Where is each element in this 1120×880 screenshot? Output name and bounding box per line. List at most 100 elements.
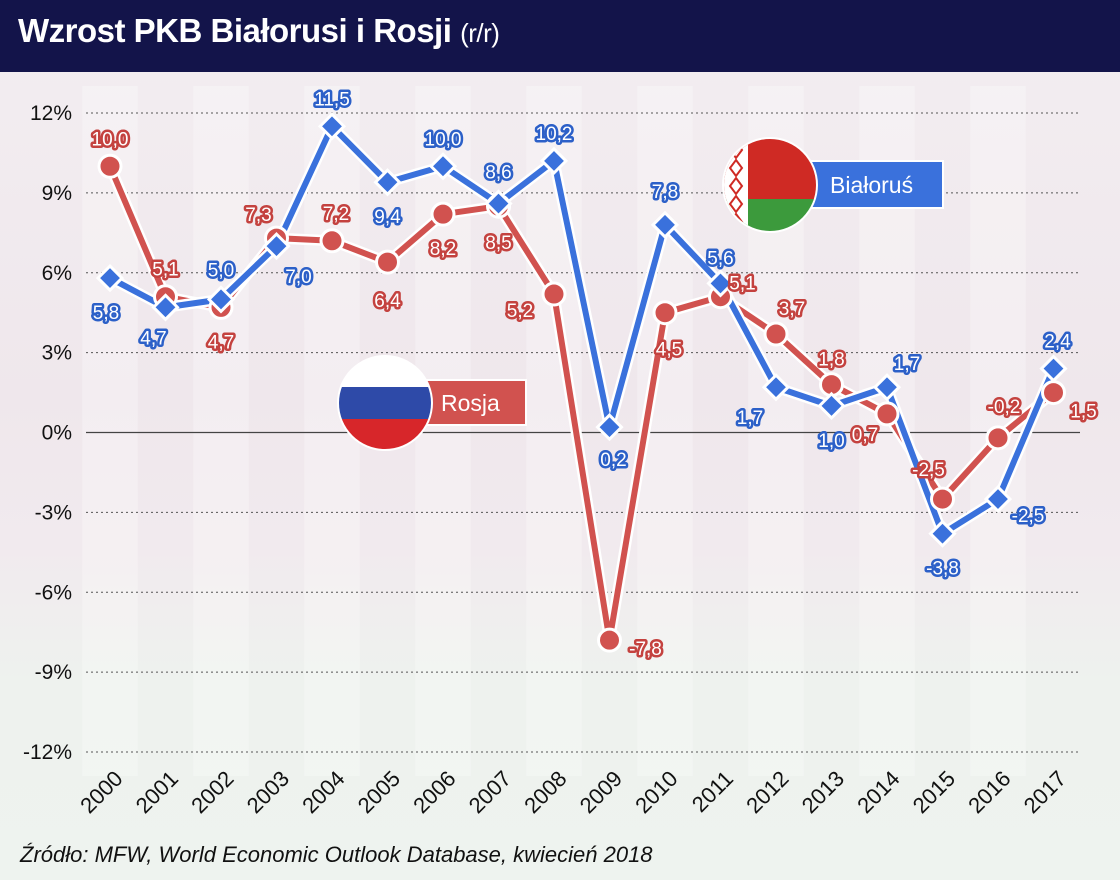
data-label-russia: 0,7 xyxy=(852,425,878,446)
x-tick-label: 2005 xyxy=(353,766,405,818)
data-label-russia: 8,2 xyxy=(430,239,456,260)
point-russia xyxy=(874,401,900,427)
data-label-belarus: 10,0 xyxy=(425,129,462,150)
data-label-belarus: 5,0 xyxy=(208,260,234,281)
data-label-belarus: 7,0 xyxy=(285,267,311,288)
y-tick-label: -12% xyxy=(23,741,72,764)
x-tick-label: 2007 xyxy=(464,766,516,818)
point-belarus xyxy=(595,413,624,442)
year-band xyxy=(82,86,138,776)
data-label-russia: 4,5 xyxy=(656,340,682,361)
y-tick-label: 0% xyxy=(42,422,72,445)
data-label-russia: 7,2 xyxy=(323,204,349,225)
point-belarus xyxy=(151,293,180,322)
point-belarus xyxy=(872,373,902,402)
point-belarus xyxy=(706,269,735,298)
point-belarus xyxy=(928,519,957,548)
data-label-belarus: 1,0 xyxy=(818,431,844,452)
grid-lines xyxy=(86,112,1080,753)
data-label-russia: 8,5 xyxy=(485,233,511,254)
data-label-russia: 7,3 xyxy=(245,205,271,226)
y-tick-label: -6% xyxy=(35,581,72,604)
x-tick-label: 2009 xyxy=(575,766,627,818)
point-belarus xyxy=(262,232,291,261)
point-russia xyxy=(319,228,345,254)
data-label-belarus: 9,4 xyxy=(374,207,401,228)
x-tick-label: 2011 xyxy=(687,766,738,817)
data-label-belarus: 5,6 xyxy=(707,248,733,269)
point-belarus xyxy=(484,189,513,218)
point-belarus xyxy=(1039,354,1068,383)
data-label-belarus: 1,7 xyxy=(894,354,920,375)
data-labels: 10,0 5,1 4,7 7,3 7,2 6,4 8,2 8,5 5,2 -7,8 4,5 5,1 3,… xyxy=(89,87,1099,663)
data-label-belarus: -3,8 xyxy=(926,559,959,580)
data-label-belarus: -2,5 xyxy=(1012,506,1045,527)
point-russia xyxy=(1041,380,1066,406)
data-label-russia: 1,8 xyxy=(818,350,844,371)
data-label-belarus: 5,8 xyxy=(93,303,119,324)
x-tick-label: 2013 xyxy=(797,766,849,818)
belarus-flag-icon xyxy=(722,137,818,233)
year-band xyxy=(193,86,249,776)
point-russia xyxy=(430,201,456,227)
point-russia xyxy=(97,153,123,179)
point-russia xyxy=(597,627,622,653)
y-tick-label: -9% xyxy=(35,661,72,684)
y-axis-ticks: 12% 9% 6% 3% 0% -3% -6% -9% -12% xyxy=(23,102,72,764)
x-tick-label: 2003 xyxy=(242,766,294,818)
data-label-belarus: 1,7 xyxy=(737,408,763,429)
x-tick-label: 2017 xyxy=(1019,766,1071,818)
data-label-belarus: 11,5 xyxy=(314,89,350,110)
data-label-russia: -7,8 xyxy=(629,639,662,660)
point-russia xyxy=(375,249,400,275)
data-label-belarus: 4,7 xyxy=(140,328,166,349)
point-belarus xyxy=(650,210,680,239)
year-band xyxy=(415,86,471,776)
y-tick-label: 3% xyxy=(42,342,72,365)
source-note: Źródło: MFW, World Economic Outlook Data… xyxy=(20,842,653,867)
point-belarus xyxy=(983,484,1013,514)
point-russia xyxy=(541,281,567,307)
point-russia xyxy=(930,486,955,512)
point-russia xyxy=(763,321,789,347)
data-label-belarus: 7,8 xyxy=(652,182,678,203)
data-label-russia: -2,5 xyxy=(912,460,945,481)
point-belarus xyxy=(317,112,347,141)
y-tick-label: 9% xyxy=(42,182,72,205)
data-label-russia: -0,2 xyxy=(988,397,1021,418)
point-belarus xyxy=(206,285,236,314)
chart-title-suffix: (r/r) xyxy=(460,18,500,48)
data-label-belarus: 2,4 xyxy=(1044,332,1071,353)
x-tick-label: 2015 xyxy=(908,766,960,818)
y-tick-label: 6% xyxy=(42,262,72,285)
data-label-russia: 4,7 xyxy=(208,332,234,353)
series-layer xyxy=(95,112,1068,653)
header-bar: Wzrost PKB Białorusi i Rosji (r/r) xyxy=(0,0,1120,72)
legend-item-belarus: Białoruś xyxy=(722,137,944,233)
point-belarus xyxy=(817,391,846,420)
legend-label-russia: Rosja xyxy=(441,390,500,416)
point-russia xyxy=(985,425,1011,451)
data-label-russia: 10,0 xyxy=(92,129,129,150)
data-label-belarus: 8,6 xyxy=(485,163,511,184)
data-label-russia: 3,7 xyxy=(779,299,805,320)
point-belarus xyxy=(539,146,569,176)
data-label-russia: 1,5 xyxy=(1070,402,1096,423)
data-label-belarus: 10,2 xyxy=(536,124,573,145)
data-label-russia: 5,2 xyxy=(507,301,533,322)
legend-label-belarus: Białoruś xyxy=(830,172,913,198)
point-belarus xyxy=(95,263,125,293)
point-belarus xyxy=(428,152,458,181)
data-label-russia: 5,1 xyxy=(729,274,755,295)
point-russia xyxy=(652,300,678,326)
y-tick-label: -3% xyxy=(35,501,72,524)
x-tick-label: 2001 xyxy=(131,766,183,818)
data-label-belarus: 0,2 xyxy=(600,450,626,471)
y-tick-label: 12% xyxy=(30,102,72,125)
chart-title: Wzrost PKB Białorusi i Rosji (r/r) xyxy=(18,12,500,50)
point-belarus xyxy=(761,373,791,402)
data-label-russia: 5,1 xyxy=(152,260,178,281)
point-belarus xyxy=(373,168,402,197)
